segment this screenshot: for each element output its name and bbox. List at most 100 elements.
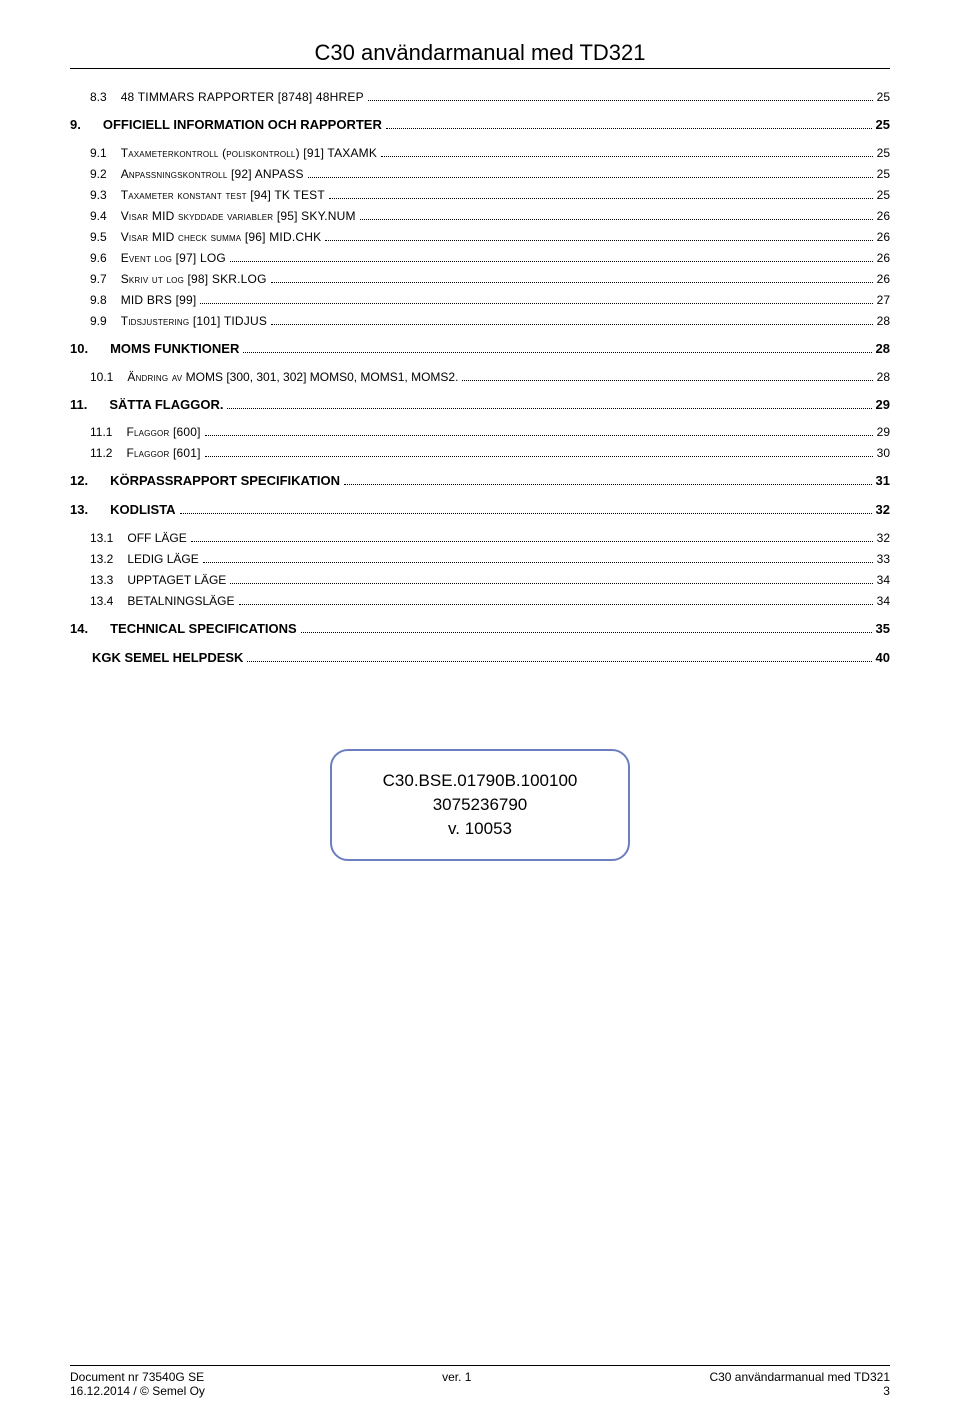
toc-number: 12. [70,470,88,493]
toc-page-number: 40 [876,647,890,670]
toc-entry: 11. SÄTTA FLAGGOR. 29 [70,394,890,417]
toc-title: BETALNINGSLÄGE [127,591,234,612]
toc-leader-dots [243,352,871,353]
toc-leader-dots [230,261,873,262]
toc-title: Visar MID check summa [96] MID.CHK [121,227,322,248]
toc-leader-dots [381,156,873,157]
toc-leader-dots [230,583,872,584]
toc-entry: 9.5 Visar MID check summa [96] MID.CHK 26 [70,227,890,248]
page-footer: Document nr 73540G SE ver. 1 C30 använda… [70,1365,890,1398]
toc-leader-dots [301,632,872,633]
toc-title: KÖRPASSRAPPORT SPECIFIKATION [110,470,340,493]
toc-entry: 9.1Taxameterkontroll (poliskontroll) [91… [70,143,890,164]
toc-leader-dots [325,240,872,241]
toc-number: 8.3 [90,87,107,108]
toc-leader-dots [239,604,873,605]
toc-page-number: 32 [876,499,890,522]
toc-page-number: 26 [877,269,890,290]
toc-leader-dots [271,282,873,283]
footer-right-2: 3 [883,1384,890,1398]
toc-title: Anpassningskontroll [92] ANPASS [121,164,304,185]
toc-entry: 9.9 Tidsjustering [101] TIDJUS 28 [70,311,890,332]
toc-leader-dots [200,303,872,304]
page-title: C30 användarmanual med TD321 [70,40,890,69]
version-line-1: C30.BSE.01790B.100100 [342,769,618,793]
toc-page-number: 34 [877,570,890,591]
toc-title: Visar MID skyddade variabler [95] SKY.NU… [121,206,356,227]
toc-entry: 8.348 TIMMARS RAPPORTER [8748] 48HREP25 [70,87,890,108]
toc-leader-dots [247,661,871,662]
toc-page-number: 33 [877,549,890,570]
toc-entry: 9.6Event log [97] LOG26 [70,248,890,269]
toc-page-number: 28 [876,338,890,361]
table-of-contents: 8.348 TIMMARS RAPPORTER [8748] 48HREP25 9… [70,87,890,669]
toc-title: OFF LÄGE [127,528,186,549]
toc-title: KODLISTA [110,499,175,522]
toc-page-number: 30 [877,443,890,464]
toc-entry: 9. OFFICIELL INFORMATION OCH RAPPORTER 25 [70,114,890,137]
toc-entry: 13. KODLISTA 32 [70,499,890,522]
toc-entry: KGK SEMEL HELPDESK 40 [70,647,890,670]
toc-entry: 9.2 Anpassningskontroll [92] ANPASS 25 [70,164,890,185]
toc-title: Taxameterkontroll (poliskontroll) [91] T… [121,143,377,164]
toc-title: MID BRS [99] [121,290,197,311]
toc-leader-dots [344,484,872,485]
toc-entry: 11.1Flaggor [600]29 [70,422,890,443]
toc-page-number: 25 [877,143,890,164]
toc-entry: 9.3Taxameter konstant test [94] TK TEST2… [70,185,890,206]
toc-title: KGK SEMEL HELPDESK [92,647,243,670]
toc-page-number: 28 [877,367,890,388]
toc-title: Flaggor [601] [126,443,200,464]
toc-number: 9.5 [90,227,107,248]
toc-leader-dots [329,198,873,199]
toc-entry: 10.1Ändring av MOMS [300, 301, 302] MOMS… [70,367,890,388]
toc-entry: 9.8MID BRS [99]27 [70,290,890,311]
toc-entry: 13.3UPPTAGET LÄGE34 [70,570,890,591]
toc-page-number: 25 [876,114,890,137]
toc-leader-dots [360,219,873,220]
toc-leader-dots [368,100,873,101]
toc-number: 13.3 [90,570,113,591]
toc-number: 11. [70,394,87,417]
page: C30 användarmanual med TD321 8.348 TIMMA… [0,0,960,1428]
toc-leader-dots [180,513,872,514]
footer-left-1: Document nr 73540G SE [70,1370,204,1384]
toc-title: Tidsjustering [101] TIDJUS [121,311,267,332]
toc-number: 13.4 [90,591,113,612]
toc-number: 9. [70,114,81,137]
toc-number: 9.2 [90,164,107,185]
toc-leader-dots [308,177,873,178]
footer-right-1: C30 användarmanual med TD321 [709,1370,890,1384]
toc-entry: 13.4BETALNINGSLÄGE34 [70,591,890,612]
toc-page-number: 26 [877,248,890,269]
toc-page-number: 25 [877,185,890,206]
toc-page-number: 27 [877,290,890,311]
toc-page-number: 29 [877,422,890,443]
toc-entry: 11.2Flaggor [601]30 [70,443,890,464]
toc-entry: 9.7Skriv ut log [98] SKR.LOG26 [70,269,890,290]
toc-page-number: 28 [877,311,890,332]
toc-number: 9.4 [90,206,107,227]
toc-leader-dots [205,456,873,457]
toc-number: 9.6 [90,248,107,269]
toc-leader-dots [462,380,872,381]
toc-leader-dots [205,435,873,436]
toc-title: OFFICIELL INFORMATION OCH RAPPORTER [103,114,382,137]
toc-title: Flaggor [600] [126,422,200,443]
toc-page-number: 25 [877,87,890,108]
toc-page-number: 25 [877,164,890,185]
toc-page-number: 29 [876,394,890,417]
toc-number: 10.1 [90,367,113,388]
toc-number: 9.7 [90,269,107,290]
version-line-2: 3075236790 [342,793,618,817]
version-box: C30.BSE.01790B.100100 3075236790 v. 1005… [330,749,630,860]
footer-left-2: 16.12.2014 / © Semel Oy [70,1384,205,1398]
toc-title: Taxameter konstant test [94] TK TEST [121,185,325,206]
toc-number: 9.9 [90,311,107,332]
toc-entry: 9.4 Visar MID skyddade variabler [95] SKY… [70,206,890,227]
toc-title: SÄTTA FLAGGOR. [109,394,223,417]
toc-page-number: 26 [877,227,890,248]
toc-entry: 13.2LEDIG LÄGE33 [70,549,890,570]
toc-page-number: 32 [877,528,890,549]
toc-number: 13. [70,499,88,522]
